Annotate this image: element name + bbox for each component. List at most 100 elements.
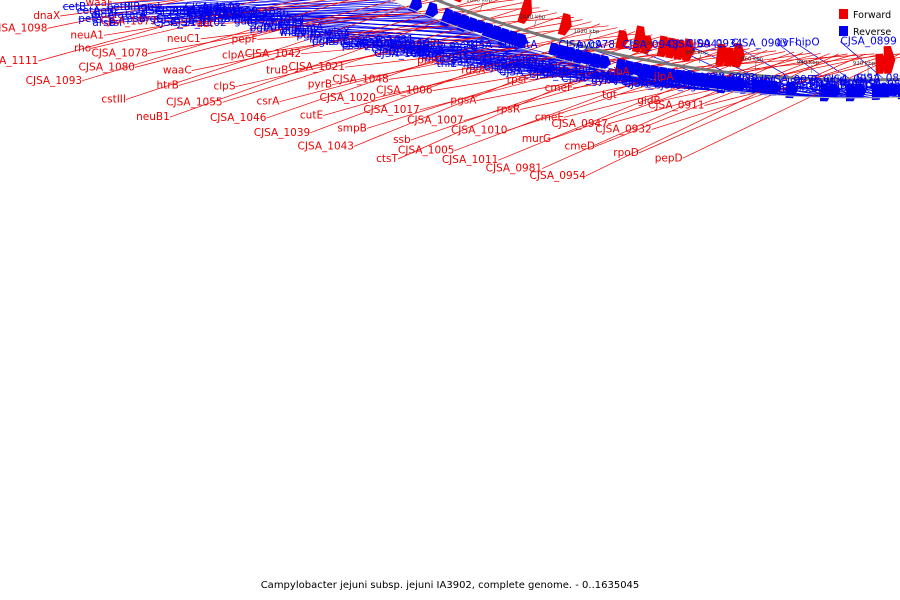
gene-label: thiD: [406, 47, 428, 59]
gene-label: CJSA_1028: [359, 39, 415, 51]
gene-label: leuS: [418, 49, 441, 61]
gene-label: hipO: [795, 36, 820, 48]
gene-label: cheY: [265, 17, 291, 29]
gene-label: CJSA_0942: [653, 79, 709, 91]
gene-label: gyrA: [591, 75, 616, 87]
gene-label: cjeI: [560, 66, 578, 78]
leader-line: [498, 49, 768, 161]
leader-line: [807, 88, 875, 99]
gene-label: rnpA: [855, 79, 880, 91]
gene-feature: [453, 0, 462, 3]
leader-line: [106, 0, 268, 8]
leader-line: [682, 53, 900, 159]
gene-label: CJSA_0978: [559, 39, 615, 51]
leader-line: [419, 50, 601, 70]
gene-label: rpmH: [730, 79, 759, 91]
leader-line: [375, 34, 653, 99]
gene-label: cmeD: [564, 141, 595, 153]
gene-label: thiE: [437, 58, 457, 70]
gene-label: mutS: [530, 64, 558, 76]
gene-feature: [883, 46, 896, 74]
gene-label: CJSA_1093: [26, 75, 82, 87]
gene-label: pyrB: [308, 79, 332, 91]
gene-label: CJSA_0948: [622, 39, 678, 51]
gene-label: CJSA_1039: [254, 127, 310, 139]
leader-line: [294, 27, 513, 46]
leader-line: [191, 2, 523, 71]
gene-label: CJSA_0952: [607, 67, 663, 79]
tick-label: 980 kbp: [685, 50, 708, 56]
genome-backbone: [432, 0, 900, 82]
gene-label: lon: [466, 61, 482, 73]
gene-label: CJSA_0931: [700, 79, 756, 91]
gene-label: gmhA: [217, 12, 249, 24]
leader-line: [60, 0, 179, 17]
gene-label: rdxA: [461, 65, 486, 77]
gene-label: CJSA_0947: [551, 118, 607, 130]
gene-label: secD: [404, 39, 430, 51]
tick-mark: [755, 61, 757, 70]
gene-label: csrA: [257, 96, 281, 108]
gene-label: CJSA_1104: [172, 5, 229, 17]
leader-line: [178, 0, 479, 86]
gene-label: pglG: [264, 21, 288, 33]
gene-label: neuC1: [167, 33, 201, 45]
tick-label: 920 kbp: [853, 61, 876, 67]
leader-line: [673, 53, 900, 78]
gene-label: CJSA_0930: [714, 76, 770, 88]
gene-label: CJSA_0904: [717, 76, 774, 88]
gene-label: CJSA_1025: [387, 38, 443, 50]
gene-label: pglC: [281, 23, 305, 35]
gene-label: livJ: [763, 80, 778, 92]
gene-label: CJSA_1110: [169, 9, 225, 21]
gene-label: folC: [421, 53, 441, 65]
gene-label: CJSA_1000: [374, 48, 430, 60]
gene-label: galE: [234, 16, 257, 28]
gene-feature: [828, 83, 841, 99]
gene-label: thiH: [574, 64, 596, 76]
leader-line: [476, 48, 750, 101]
gene-label: CJSA_0894: [870, 82, 900, 94]
gene-label: asd: [593, 70, 612, 82]
gene-feature: [854, 84, 867, 99]
gene-label: aat: [197, 18, 214, 30]
gene-label: CJSA_0949: [608, 74, 664, 86]
gene-label: gidA: [91, 9, 115, 21]
gene-label: CJSA_1046: [210, 112, 267, 124]
gene-label: CJSA_0999: [482, 54, 538, 66]
gene-label: petC: [94, 5, 119, 17]
gene-label: ftsH: [311, 28, 332, 40]
gene-label: waaV: [231, 11, 260, 23]
gene-label: CJSA_0936: [655, 74, 712, 86]
gene-label: CJSA_1048: [332, 73, 388, 85]
leader-line: [454, 46, 732, 152]
leader-line: [585, 53, 839, 177]
leader-line: [410, 41, 697, 141]
gene-label: jlpA: [653, 71, 674, 83]
gene-label: truB: [266, 65, 288, 77]
leader-line: [551, 51, 795, 140]
gene-labels: cetBcetAgidApetAarsBpetBpetCcfarpsBtsffl…: [0, 0, 900, 182]
gene-label: cfa: [108, 9, 124, 21]
gene-label: thiG: [544, 62, 566, 74]
gene-label: CJSA_1055: [166, 96, 222, 108]
leader-line: [187, 12, 445, 23]
leader-line: [288, 19, 583, 71]
gene-label: petB: [107, 1, 131, 13]
gene-label: dnaX: [33, 10, 60, 22]
leader-line: [353, 31, 636, 147]
tick-mark: [533, 19, 537, 28]
gene-label: CJSA_0896: [856, 73, 900, 85]
gene-label: CJSA_1077: [100, 16, 156, 28]
gene-label: CJSA_1111: [0, 55, 38, 67]
gene-feature: [734, 77, 747, 93]
gene-label: rho: [74, 42, 91, 54]
gene-label: CJSA_0996: [389, 46, 446, 58]
leader-line: [47, 0, 186, 29]
leader-line: [301, 25, 609, 55]
gene-label: CJSA_0992: [390, 42, 446, 54]
gene-label: rpoD: [613, 147, 639, 159]
gene-label: gatA: [513, 39, 538, 51]
